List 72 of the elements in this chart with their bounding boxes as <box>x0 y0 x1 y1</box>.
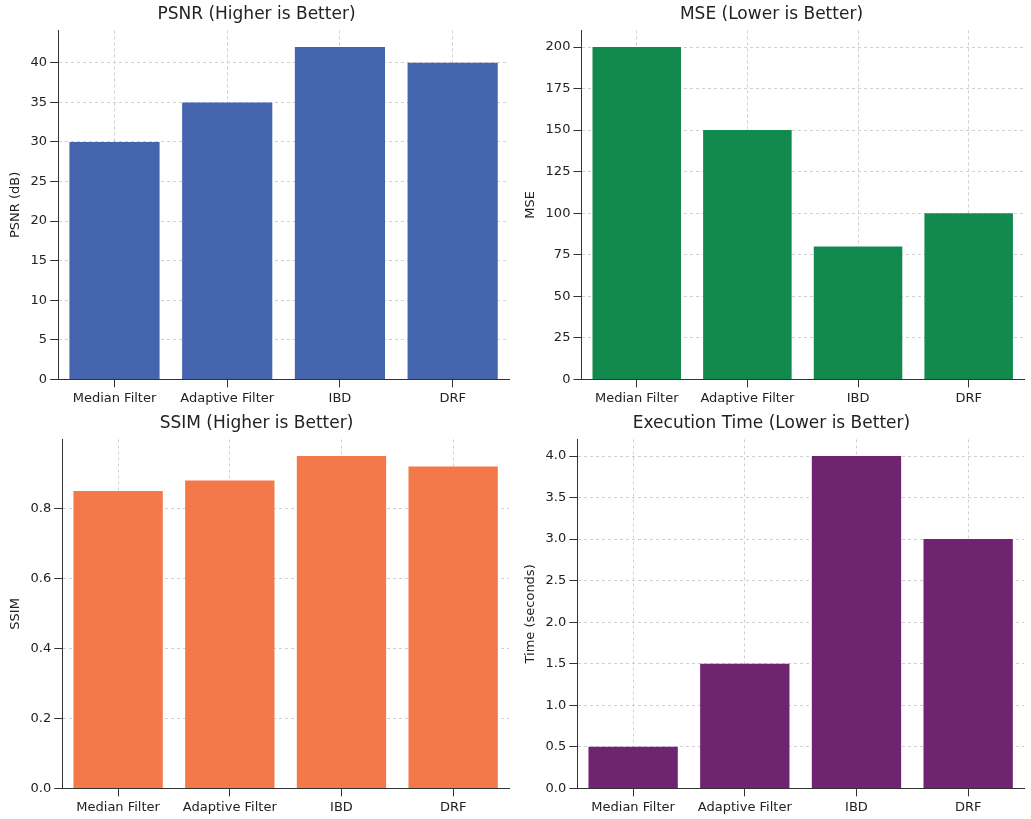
y-tick-label: 3.5 <box>545 488 567 504</box>
bar <box>185 480 275 788</box>
bar <box>182 102 273 379</box>
bar <box>592 47 681 379</box>
y-axis-title: MSE <box>522 191 538 219</box>
y-tick-label: 40 <box>30 54 48 70</box>
y-tick-label: 35 <box>30 93 48 109</box>
y-tick-label: 30 <box>30 133 48 149</box>
y-tick-label: 150 <box>545 121 571 137</box>
y-tick-label: 4.0 <box>545 447 567 463</box>
y-tick-label: 0.2 <box>30 709 52 725</box>
bar <box>408 466 498 788</box>
y-tick-label: 0.0 <box>545 779 567 795</box>
bar <box>73 491 163 788</box>
y-tick-label: 200 <box>545 38 571 54</box>
bar <box>813 246 903 379</box>
bar <box>588 746 678 788</box>
x-tick-label: IBD <box>846 389 870 405</box>
y-tick-label: 125 <box>545 163 571 179</box>
y-tick-label: 10 <box>30 291 48 307</box>
y-tick-label: 2.5 <box>545 572 567 588</box>
y-axis-title: Time (seconds) <box>522 564 538 665</box>
x-tick-label: DRF <box>955 389 982 405</box>
y-tick-label: 175 <box>545 79 571 95</box>
x-tick-label: DRF <box>954 798 982 814</box>
x-tick-label: Adaptive Filter <box>180 389 275 405</box>
bar <box>407 62 498 379</box>
chart-title: Execution Time (Lower is Better) <box>632 411 911 432</box>
y-tick-label: 3.0 <box>545 530 567 546</box>
bar <box>923 539 1013 788</box>
y-tick-label: 5 <box>38 331 48 347</box>
x-tick-label: Median Filter <box>591 798 676 814</box>
y-tick-label: 0.8 <box>30 499 52 515</box>
x-tick-label: Adaptive Filter <box>182 798 278 814</box>
chart-title: PSNR (Higher is Better) <box>157 2 356 23</box>
x-tick-label: Median Filter <box>76 798 161 814</box>
x-tick-label: IBD <box>328 389 352 405</box>
bar <box>703 130 792 379</box>
y-tick-label: 0.0 <box>30 779 52 795</box>
y-tick-label: 75 <box>553 246 571 262</box>
bar <box>294 47 386 379</box>
chart-title: SSIM (Higher is Better) <box>159 411 354 432</box>
y-tick-label: 50 <box>553 287 571 303</box>
bar <box>924 213 1013 379</box>
x-tick-label: DRF <box>439 798 467 814</box>
x-tick-label: IBD <box>845 798 868 814</box>
y-tick-label: 15 <box>30 252 48 268</box>
y-tick-label: 2.0 <box>545 613 567 629</box>
x-tick-label: IBD <box>330 798 353 814</box>
bar <box>69 141 160 379</box>
y-tick-label: 0.4 <box>30 639 52 655</box>
y-tick-label: 25 <box>553 329 571 345</box>
y-tick-label: 20 <box>30 212 48 228</box>
y-tick-label: 0 <box>562 370 571 386</box>
y-tick-label: 1.0 <box>545 696 567 712</box>
bar <box>296 456 387 788</box>
y-axis-title: PSNR (dB) <box>7 171 23 239</box>
x-tick-label: Median Filter <box>594 389 680 405</box>
x-tick-label: Adaptive Filter <box>700 389 795 405</box>
y-tick-label: 25 <box>30 172 48 188</box>
x-tick-label: DRF <box>439 389 466 405</box>
x-tick-label: Adaptive Filter <box>697 798 793 814</box>
bar <box>811 456 902 788</box>
y-tick-label: 0.5 <box>545 738 567 754</box>
y-tick-label: 0 <box>38 370 48 386</box>
y-tick-label: 1.5 <box>545 655 567 671</box>
bar <box>700 663 790 788</box>
y-tick-label: 0.6 <box>30 569 52 585</box>
y-axis-title: SSIM <box>7 598 23 630</box>
x-tick-label: Median Filter <box>72 389 157 405</box>
y-tick-label: 100 <box>545 204 571 220</box>
chart-title: MSE (Lower is Better) <box>679 2 864 23</box>
